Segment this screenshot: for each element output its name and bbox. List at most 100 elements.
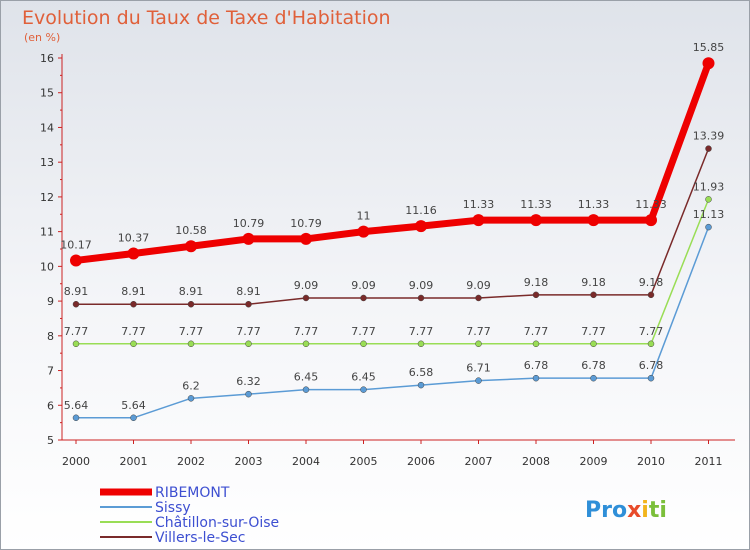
data-point bbox=[417, 381, 425, 389]
data-point bbox=[587, 214, 600, 227]
y-tick-label: 16 bbox=[40, 52, 54, 65]
series-line bbox=[75, 147, 710, 305]
data-label: 7.77 bbox=[64, 325, 89, 338]
data-point bbox=[532, 340, 540, 348]
axes: 5 6 7 8 9 10 11 12 13 14 15 16 2000 2001 2002 2003 2004 2… bbox=[40, 52, 735, 468]
data-point bbox=[360, 386, 367, 393]
data-label: 6.78 bbox=[581, 359, 606, 372]
x-tick-label: 2006 bbox=[407, 455, 435, 468]
data-point bbox=[475, 377, 482, 384]
data-point bbox=[532, 291, 540, 299]
series-line bbox=[75, 198, 710, 345]
series-ribemont bbox=[70, 57, 715, 267]
y-tick-label: 5 bbox=[47, 434, 54, 447]
x-tick-label: 2001 bbox=[120, 455, 148, 468]
x-tick-label: 2000 bbox=[62, 455, 90, 468]
data-point bbox=[72, 340, 80, 348]
x-tick-label: 2007 bbox=[465, 455, 493, 468]
data-point bbox=[187, 300, 195, 308]
data-label: 11.16 bbox=[405, 204, 437, 217]
data-label: 10.79 bbox=[233, 217, 265, 230]
data-label: 7.77 bbox=[466, 325, 491, 338]
data-label: 7.77 bbox=[581, 325, 606, 338]
data-point bbox=[245, 340, 252, 348]
data-label: 6.78 bbox=[639, 359, 664, 372]
data-point bbox=[245, 300, 252, 308]
y-tick-label: 8 bbox=[47, 330, 54, 343]
series-line bbox=[72, 59, 712, 264]
series-villers-le-sec bbox=[72, 145, 712, 308]
data-label: 7.77 bbox=[639, 325, 664, 338]
data-label: 11.93 bbox=[693, 180, 725, 193]
x-tick-label: 2009 bbox=[580, 455, 608, 468]
data-label: 7.77 bbox=[236, 325, 261, 338]
data-label: 6.58 bbox=[409, 366, 434, 379]
legend-item: Villers-le-Sec bbox=[100, 530, 245, 546]
brand-text: Proxiti bbox=[585, 498, 667, 523]
data-point bbox=[302, 340, 310, 348]
data-point bbox=[127, 247, 140, 260]
data-label: 8.91 bbox=[179, 285, 204, 298]
x-tick-label: 2004 bbox=[292, 455, 320, 468]
legend-item: Sissy bbox=[100, 500, 191, 516]
data-point bbox=[185, 240, 197, 253]
data-label: 11 bbox=[357, 210, 371, 223]
data-point bbox=[705, 223, 712, 231]
data-label: 11.33 bbox=[578, 198, 610, 211]
data-label: 9.09 bbox=[409, 279, 434, 292]
legend-label: RIBEMONT bbox=[155, 485, 230, 501]
data-point bbox=[532, 374, 540, 382]
data-label: 10.79 bbox=[290, 217, 322, 230]
data-label: 9.18 bbox=[581, 276, 606, 289]
legend: RIBEMONTSissyChâtillon-sur-OiseVillers-l… bbox=[100, 485, 279, 546]
data-point bbox=[245, 390, 252, 398]
y-tick-label: 9 bbox=[47, 295, 54, 308]
data-label: 10.58 bbox=[175, 224, 207, 237]
y-tick-label: 11 bbox=[40, 226, 54, 239]
data-label: 6.45 bbox=[294, 371, 319, 384]
data-label: 6.45 bbox=[351, 371, 376, 384]
y-tick-label: 13 bbox=[40, 156, 54, 169]
y-tick-label: 14 bbox=[40, 121, 54, 134]
data-point bbox=[130, 340, 137, 348]
data-point bbox=[705, 145, 712, 152]
x-tick-label: 2003 bbox=[235, 455, 263, 468]
data-label: 6.2 bbox=[182, 379, 200, 392]
y-tick-label: 7 bbox=[47, 365, 54, 378]
data-label: 6.78 bbox=[524, 359, 549, 372]
y-tick-label: 15 bbox=[40, 87, 54, 100]
series-sissy bbox=[72, 223, 712, 422]
data-point bbox=[472, 214, 485, 227]
x-tick-label: 2005 bbox=[350, 455, 378, 468]
chart-title: Evolution du Taux de Taxe d'Habitation bbox=[22, 7, 391, 29]
data-label: 13.39 bbox=[693, 130, 725, 143]
data-label: 7.77 bbox=[294, 325, 319, 338]
data-label: 6.32 bbox=[236, 375, 261, 388]
data-label: 10.37 bbox=[118, 232, 150, 245]
data-point bbox=[417, 294, 425, 302]
legend-label: Villers-le-Sec bbox=[155, 530, 245, 546]
data-label: 11.13 bbox=[693, 208, 725, 221]
data-label: 10.17 bbox=[60, 238, 92, 251]
data-point bbox=[475, 294, 482, 302]
data-point bbox=[590, 291, 597, 299]
data-point bbox=[360, 294, 367, 302]
data-point bbox=[130, 414, 137, 422]
data-point bbox=[187, 340, 195, 348]
data-label: 7.77 bbox=[121, 325, 146, 338]
x-tick-label: 2002 bbox=[177, 455, 205, 468]
data-point bbox=[415, 220, 427, 233]
data-point bbox=[590, 340, 597, 348]
series-ch-tillon-sur-oise bbox=[72, 196, 712, 348]
data-label: 5.64 bbox=[64, 399, 89, 412]
data-point bbox=[417, 340, 425, 348]
legend-item: RIBEMONT bbox=[100, 485, 230, 501]
data-labels: 10.17 10.37 10.58 10.79 10.79 11 11.16 11.33 11.… bbox=[60, 41, 724, 412]
data-point bbox=[360, 340, 367, 348]
data-point bbox=[475, 340, 482, 348]
series-layer bbox=[70, 57, 715, 422]
data-label: 7.77 bbox=[351, 325, 376, 338]
data-point bbox=[702, 57, 715, 70]
data-label: 7.77 bbox=[409, 325, 434, 338]
